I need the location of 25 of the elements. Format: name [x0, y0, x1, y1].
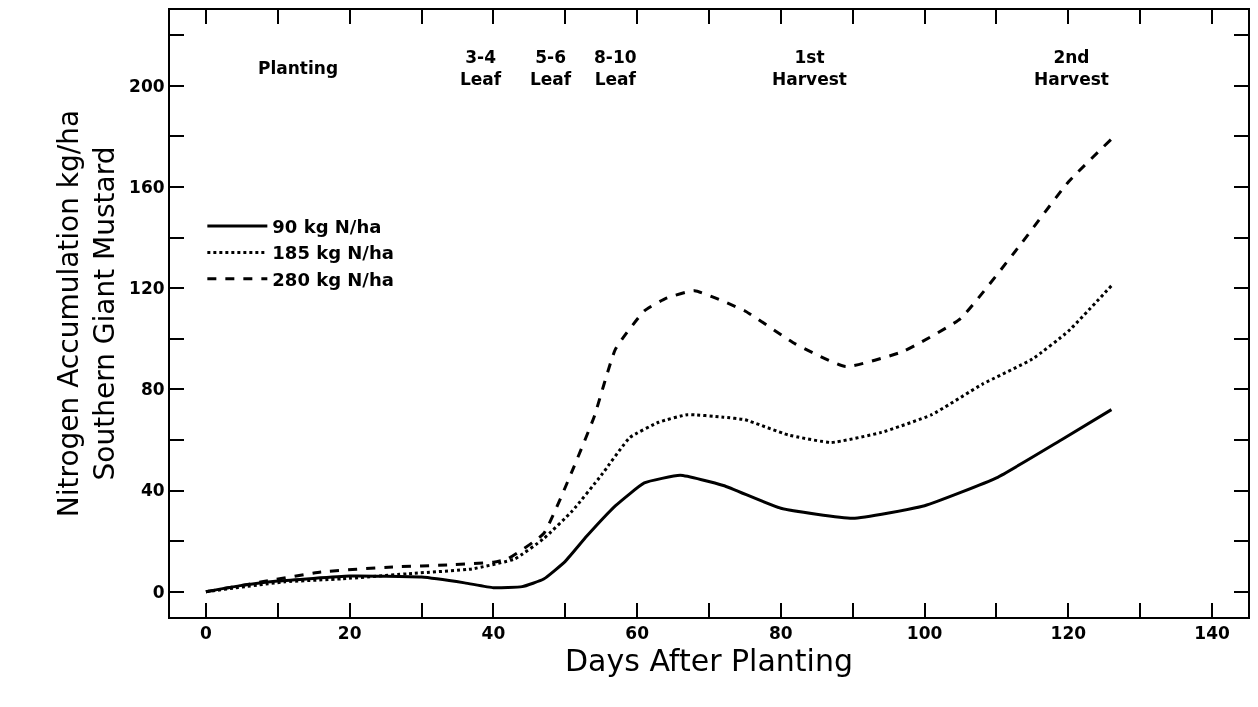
x-tick-label: 60	[625, 623, 650, 644]
x-tick-label: 140	[1194, 623, 1230, 644]
x-tick-label: 0	[200, 623, 213, 644]
y-axis-title: Nitrogen Accumulation kg/ha Southern Giant Mustard	[51, 109, 122, 518]
annotation: Planting	[258, 58, 339, 78]
x-axis-title: Days After Planting	[565, 643, 853, 679]
y-tick-label: 200	[129, 75, 165, 96]
annotation: 2nd Harvest	[1034, 47, 1109, 90]
y-tick-label: 40	[140, 480, 165, 501]
legend-label: 185 kg N/ha	[272, 242, 394, 264]
x-tick-label: 100	[906, 623, 943, 644]
annotation: 1st Harvest	[772, 47, 847, 90]
x-tick-label: 40	[481, 623, 506, 644]
annotation: 8-10 Leaf	[594, 47, 637, 90]
x-tick-label: 80	[769, 623, 793, 644]
x-tick-label: 120	[1050, 623, 1087, 644]
y-tick-label: 80	[140, 379, 165, 400]
y-tick-label: 0	[152, 581, 165, 602]
y-tick-label: 120	[129, 278, 165, 299]
annotation: 5-6 Leaf	[530, 47, 572, 90]
annotation: 3-4 Leaf	[460, 47, 502, 90]
legend-label: 280 kg N/ha	[272, 268, 394, 290]
x-tick-label: 20	[337, 623, 362, 644]
y-tick-label: 160	[129, 176, 165, 197]
legend-label: 90 kg N/ha	[272, 216, 382, 238]
